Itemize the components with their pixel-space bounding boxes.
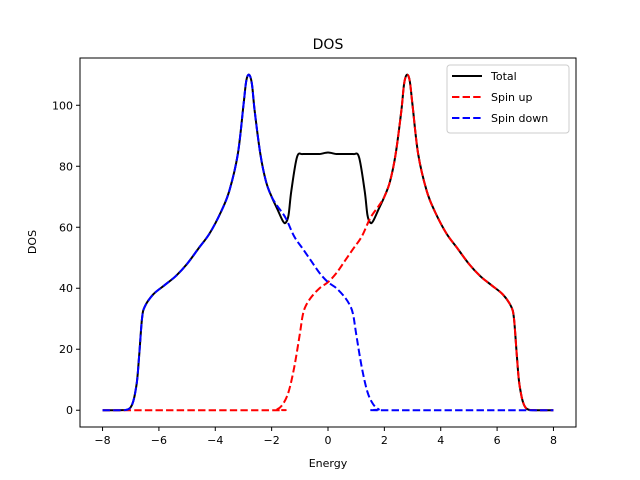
legend-label: Total bbox=[490, 70, 517, 83]
legend-label: Spin up bbox=[491, 91, 532, 104]
y-tick-label: 0 bbox=[66, 404, 73, 417]
x-tick-label: −4 bbox=[207, 434, 223, 447]
x-axis: −8 −6 −4 −2 0 2 4 6 8 bbox=[94, 427, 557, 447]
legend-label: Spin down bbox=[491, 112, 548, 125]
x-tick-label: −2 bbox=[264, 434, 280, 447]
y-axis-label: DOS bbox=[26, 230, 39, 254]
y-tick-label: 80 bbox=[59, 160, 73, 173]
y-tick-label: 60 bbox=[59, 221, 73, 234]
y-tick-label: 20 bbox=[59, 343, 73, 356]
series-line-spin-up bbox=[102, 73, 554, 412]
x-tick-label: 6 bbox=[494, 434, 501, 447]
x-tick-label: −8 bbox=[94, 434, 110, 447]
x-tick-label: 0 bbox=[325, 434, 332, 447]
series-layer bbox=[102, 73, 554, 412]
legend-box bbox=[446, 64, 570, 134]
y-tick-label: 100 bbox=[52, 99, 73, 112]
chart-title: DOS bbox=[313, 37, 344, 53]
y-tick-label: 40 bbox=[59, 282, 73, 295]
legend: Total Spin up Spin down bbox=[446, 64, 570, 134]
x-tick-label: −6 bbox=[151, 434, 167, 447]
x-tick-label: 8 bbox=[550, 434, 557, 447]
x-axis-label: Energy bbox=[309, 457, 348, 470]
x-tick-label: 4 bbox=[437, 434, 444, 447]
series-line-spin-down bbox=[102, 73, 554, 412]
x-tick-label: 2 bbox=[381, 434, 388, 447]
y-axis: 0 20 40 60 80 100 bbox=[52, 99, 80, 417]
